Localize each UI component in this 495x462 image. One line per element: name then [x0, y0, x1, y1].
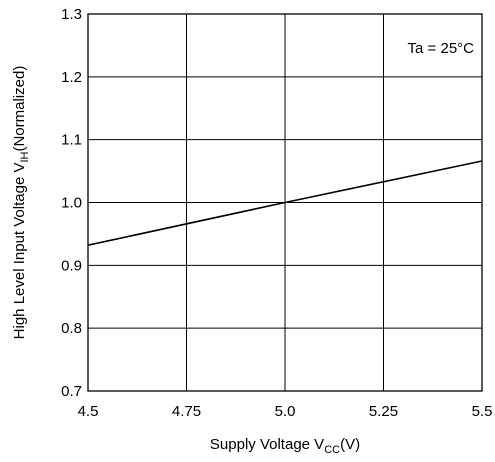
y-axis-label-suffix: (Normalized): [11, 66, 28, 152]
y-tick-label: 0.9: [61, 257, 82, 274]
annotation-box: [403, 37, 479, 60]
y-tick-label: 1.2: [61, 69, 82, 86]
x-tick-label: 5.5: [472, 403, 493, 420]
y-tick-label: 1.0: [61, 195, 82, 212]
y-axis-label: High Level Input Voltage VIH(Normalized): [11, 66, 31, 340]
plot-frame: [87, 13, 483, 392]
x-axis-label-unit: (V): [340, 436, 360, 453]
x-tick-label: 4.75: [172, 403, 201, 420]
temperature-annotation: Ta = 25°C: [408, 40, 475, 57]
y-tick-label: 1.1: [61, 132, 82, 149]
series-line: [87, 160, 483, 246]
y-tick-label: 0.8: [61, 320, 82, 337]
y-tick-label: 1.3: [61, 6, 82, 23]
y-tick-label: 0.7: [61, 383, 82, 400]
y-axis-label-main: High Level Input Voltage V: [11, 163, 28, 340]
x-axis-label-main: Supply Voltage V: [210, 436, 324, 453]
x-tick-label: 4.5: [78, 403, 99, 420]
x-tick-label: 5.0: [275, 403, 296, 420]
x-tick-label: 5.25: [369, 403, 398, 420]
tick-labels: 4.5 4.75 5.0 5.25 5.5 0.7 0.8 0.9 1.0 1.1 1.2 1.3: [61, 6, 492, 420]
y-axis-label-subscript: IH: [19, 151, 31, 162]
x-axis-label-subscript: CC: [324, 444, 340, 456]
series-layer: [87, 160, 483, 246]
x-axis-label: Supply Voltage VCC(V): [210, 436, 360, 456]
